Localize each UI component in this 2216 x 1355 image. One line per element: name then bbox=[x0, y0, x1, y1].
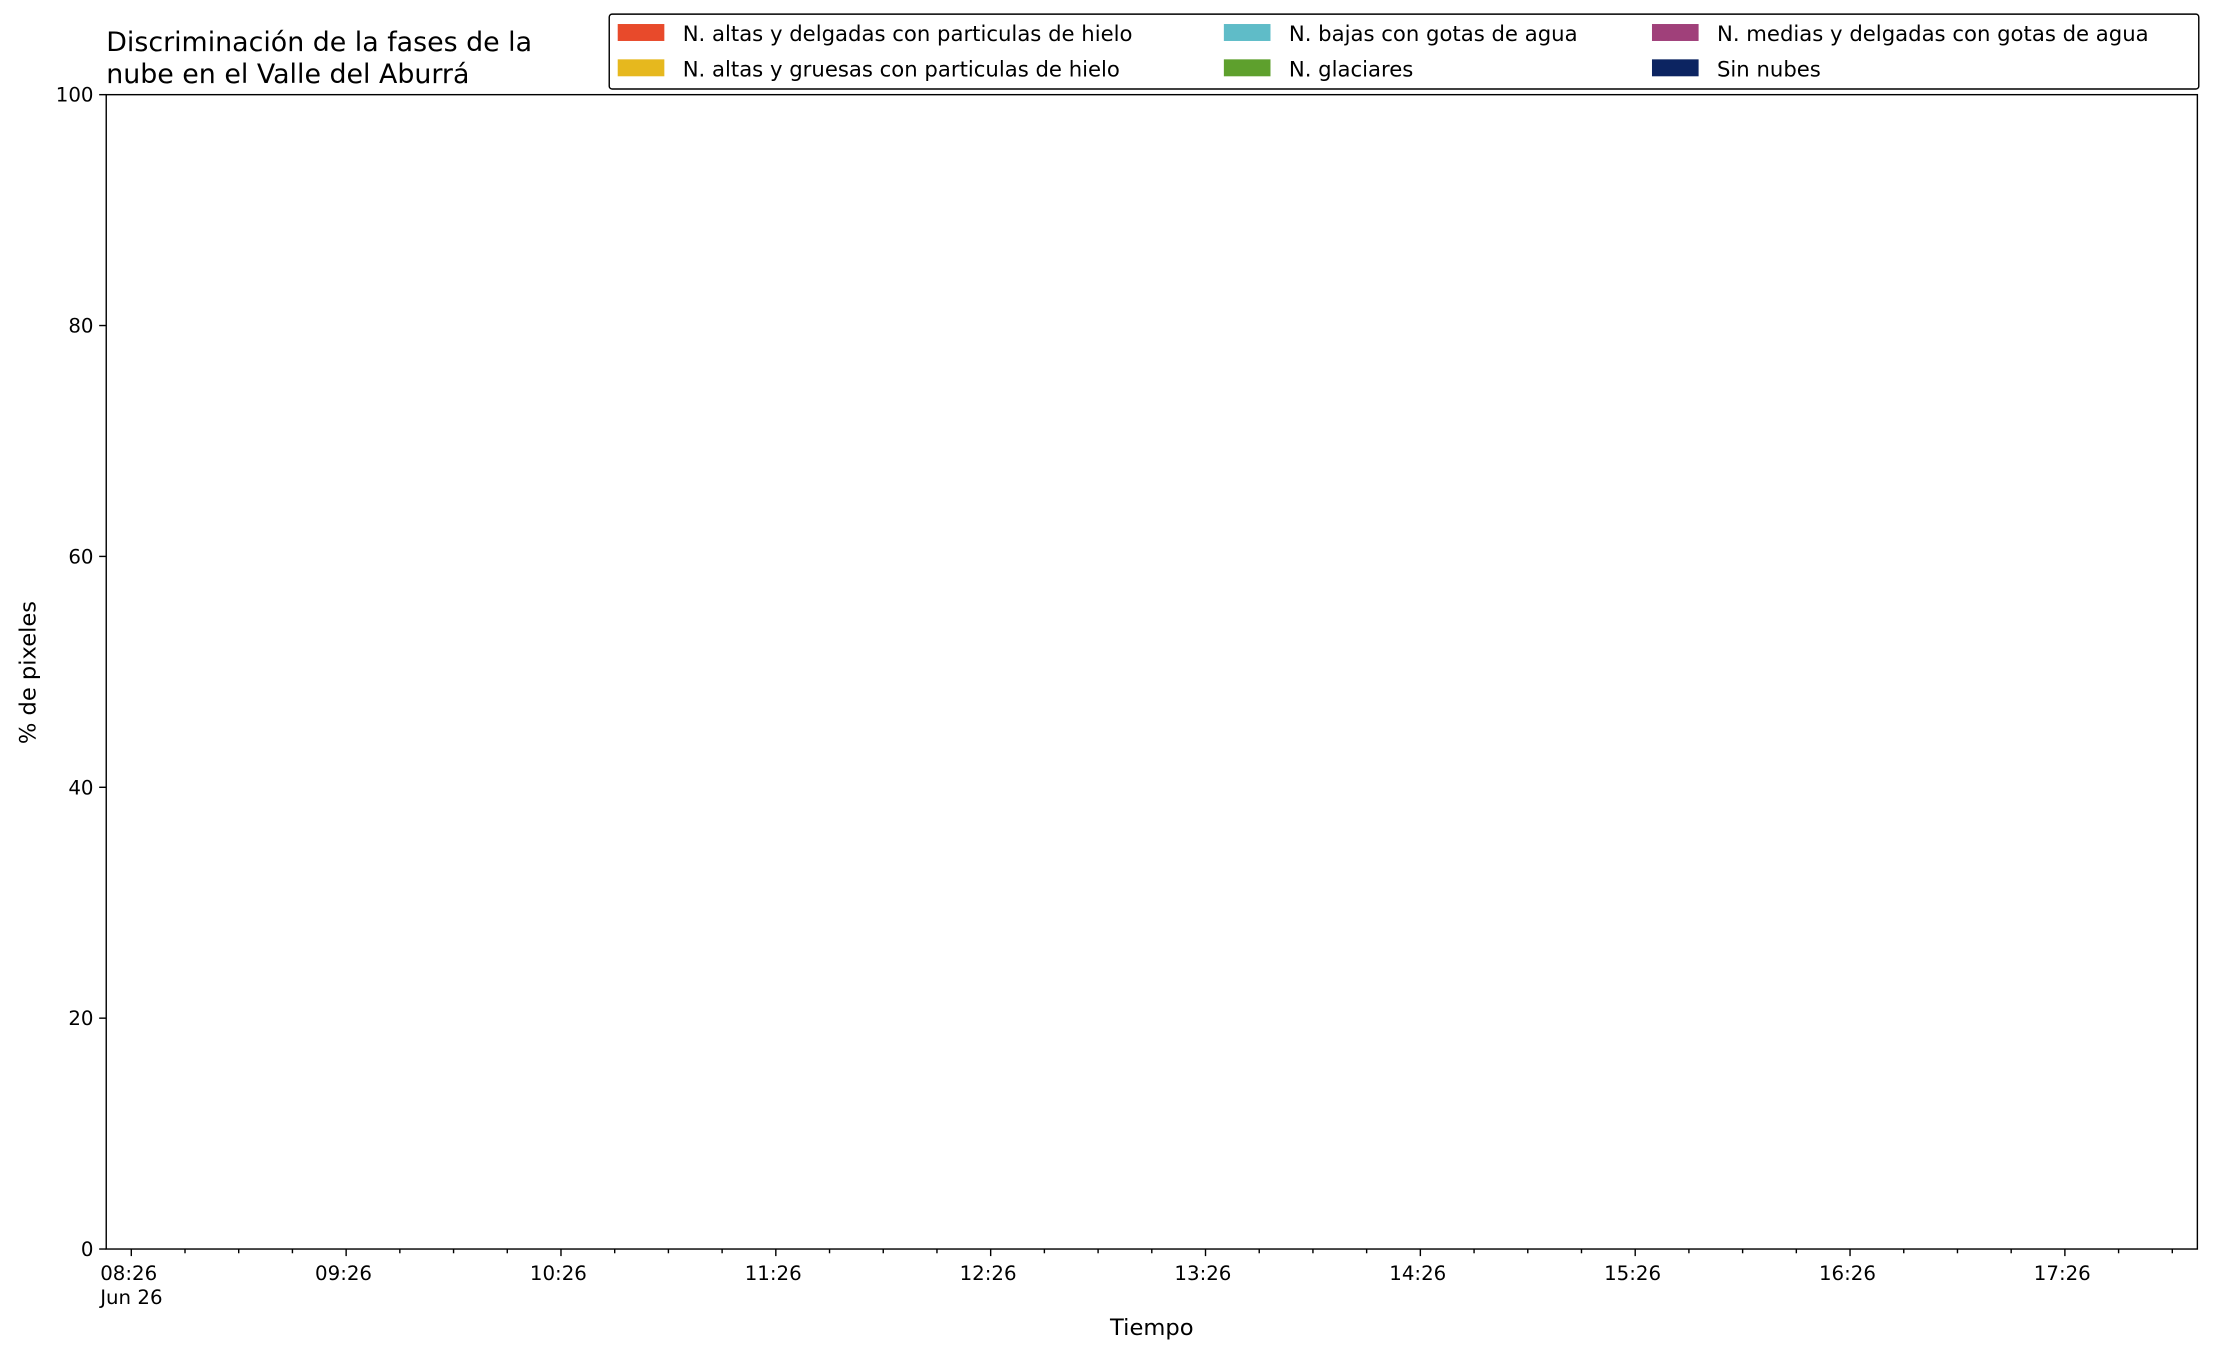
legend-label: N. bajas con gotas de agua bbox=[1289, 21, 1578, 46]
legend-swatch bbox=[1651, 24, 1699, 41]
legend-swatch bbox=[1223, 59, 1271, 77]
x-tick-label: 11:26 bbox=[745, 1262, 802, 1285]
x-tick-label: 15:26 bbox=[1604, 1262, 1661, 1285]
x-tick-label: 13:26 bbox=[1174, 1262, 1231, 1285]
legend-swatch bbox=[617, 24, 665, 41]
x-tick-label: 10:26 bbox=[530, 1262, 587, 1285]
legend-label: N. altas y gruesas con particulas de hie… bbox=[683, 56, 1120, 81]
x-axis-label: Tiempo bbox=[1109, 1315, 1193, 1341]
y-tick-label: 100 bbox=[56, 84, 94, 107]
chart-title: Discriminación de la fases de la nube en … bbox=[106, 27, 532, 90]
y-tick-label: 0 bbox=[81, 1238, 94, 1261]
legend-label: Sin nubes bbox=[1717, 56, 1821, 81]
x-tick-label: 08:26 Jun 26 bbox=[98, 1262, 162, 1309]
x-tick-label: 17:26 bbox=[2034, 1262, 2091, 1285]
legend-swatch bbox=[617, 59, 665, 77]
x-tick-label: 14:26 bbox=[1389, 1262, 1446, 1285]
x-tick-label: 12:26 bbox=[960, 1262, 1017, 1285]
y-tick-label: 60 bbox=[68, 545, 93, 568]
y-tick-label: 40 bbox=[68, 776, 93, 799]
y-axis-label: % de pixeles bbox=[16, 601, 42, 744]
legend-label: N. glaciares bbox=[1289, 56, 1413, 81]
legend-swatch bbox=[1223, 24, 1271, 41]
legend-swatch bbox=[1651, 59, 1699, 77]
x-tick-label: 16:26 bbox=[1819, 1262, 1876, 1285]
legend-box bbox=[608, 13, 2200, 90]
x-tick-label: 09:26 bbox=[315, 1262, 372, 1285]
y-tick-label: 80 bbox=[68, 315, 93, 338]
legend-label: N. medias y delgadas con gotas de agua bbox=[1717, 21, 2149, 46]
legend-label: N. altas y delgadas con particulas de hi… bbox=[683, 21, 1133, 46]
y-tick-label: 20 bbox=[68, 1007, 93, 1030]
